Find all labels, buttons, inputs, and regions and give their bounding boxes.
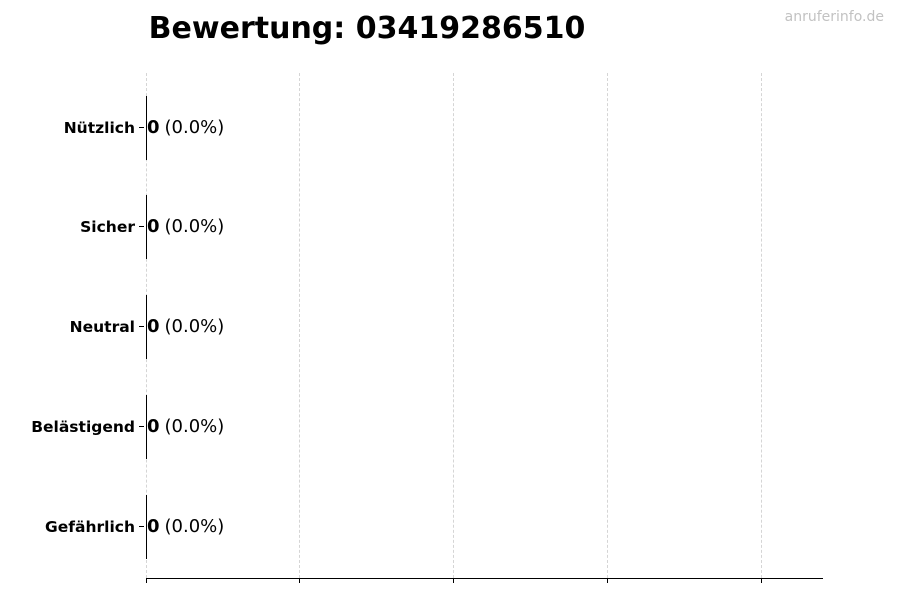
bar-value-label: 0 (0.0%) bbox=[147, 515, 224, 539]
bar-percent: (0.0%) bbox=[164, 416, 225, 437]
bar-count: 0 bbox=[147, 416, 160, 437]
x-axis-tick-2 bbox=[453, 578, 454, 583]
bar-value-label: 0 (0.0%) bbox=[147, 215, 224, 239]
plot-area bbox=[146, 73, 823, 578]
page-title: Bewertung: 03419286510 bbox=[148, 11, 586, 46]
x-axis-tick-3 bbox=[607, 578, 608, 583]
bar-category-label: Belästigend bbox=[31, 418, 135, 436]
bar-category-label: Gefährlich bbox=[45, 518, 135, 536]
bar-category-label: Nützlich bbox=[63, 119, 135, 137]
bar-zero-marker bbox=[146, 495, 147, 559]
bar-value-label: 0 (0.0%) bbox=[147, 315, 224, 339]
y-axis-tick-icon bbox=[139, 526, 144, 528]
y-axis-tick-icon bbox=[139, 326, 144, 328]
bar-count: 0 bbox=[147, 216, 160, 237]
bar-count: 0 bbox=[147, 316, 160, 337]
y-axis-tick-icon bbox=[139, 426, 144, 428]
site-watermark: anruferinfo.de bbox=[784, 9, 884, 25]
bar-category-label: Neutral bbox=[69, 318, 135, 336]
y-axis-tick-icon bbox=[139, 226, 144, 228]
bar-zero-marker bbox=[146, 195, 147, 259]
bar-value-label: 0 (0.0%) bbox=[147, 415, 224, 439]
gridline-1 bbox=[299, 73, 300, 578]
x-axis-tick-0 bbox=[146, 578, 147, 583]
gridline-2 bbox=[453, 73, 454, 578]
bar-percent: (0.0%) bbox=[164, 516, 225, 537]
bar-zero-marker bbox=[146, 395, 147, 459]
gridline-3 bbox=[607, 73, 608, 578]
bar-zero-marker bbox=[146, 96, 147, 160]
bar-count: 0 bbox=[147, 516, 160, 537]
bar-value-label: 0 (0.0%) bbox=[147, 116, 224, 140]
x-axis-tick-4 bbox=[761, 578, 762, 583]
x-axis-tick-1 bbox=[299, 578, 300, 583]
gridline-4 bbox=[761, 73, 762, 578]
bar-category-label: Sicher bbox=[80, 218, 135, 236]
bar-percent: (0.0%) bbox=[164, 117, 225, 138]
bar-percent: (0.0%) bbox=[164, 216, 225, 237]
bar-percent: (0.0%) bbox=[164, 316, 225, 337]
x-axis-line bbox=[146, 578, 823, 579]
bar-zero-marker bbox=[146, 295, 147, 359]
bar-count: 0 bbox=[147, 117, 160, 138]
y-axis-tick-icon bbox=[139, 127, 144, 129]
